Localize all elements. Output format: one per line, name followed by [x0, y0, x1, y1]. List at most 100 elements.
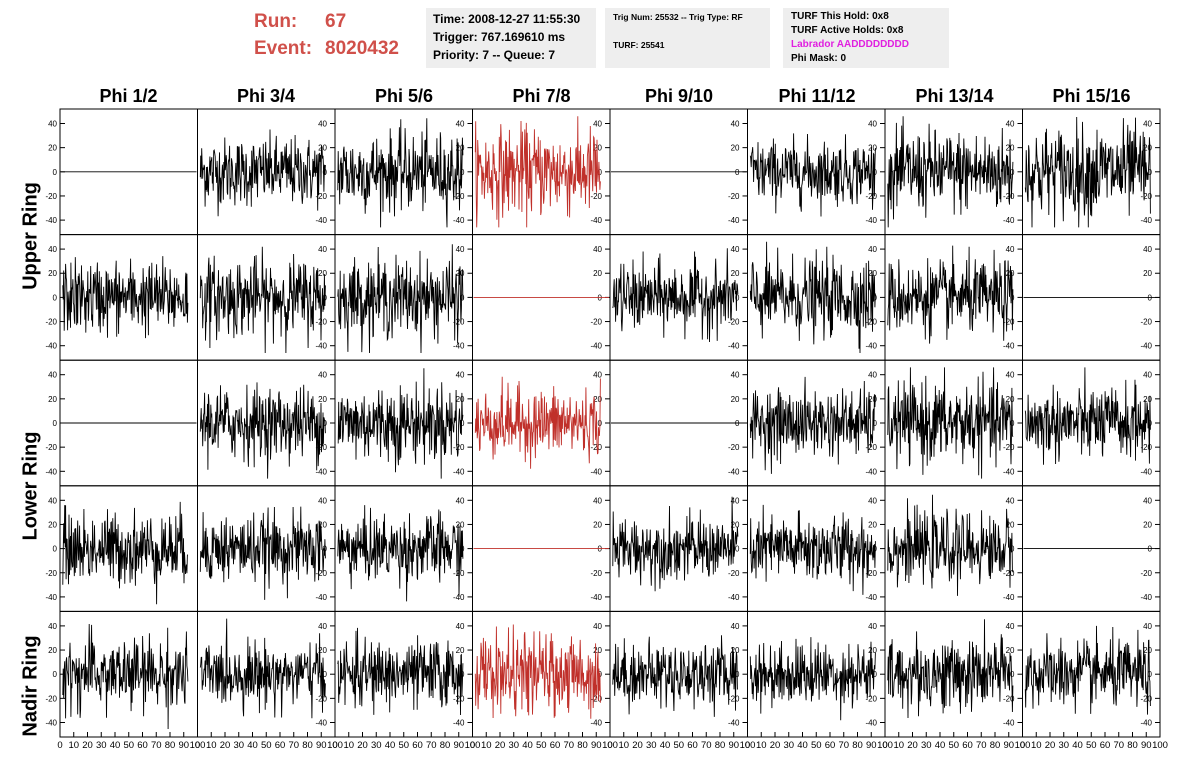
x-tick-label: 90 [728, 740, 739, 751]
y-tick-label: -40 [1003, 216, 1015, 225]
waveform-trace [62, 256, 189, 339]
y-tick-label: 40 [1006, 496, 1015, 505]
y-tick-label: 20 [48, 269, 57, 278]
y-tick-label: 20 [593, 646, 602, 655]
y-tick-label: 0 [460, 168, 465, 177]
y-tick-label: 40 [48, 496, 57, 505]
waveform-trace [749, 133, 876, 217]
x-tick-label: 0 [745, 740, 750, 751]
y-tick-label: 0 [460, 419, 465, 428]
y-tick-label: 40 [1006, 371, 1015, 380]
y-tick-label: 40 [318, 119, 327, 128]
x-tick-label: 100 [190, 740, 206, 751]
x-tick-label: 40 [385, 740, 396, 751]
waveform-trace [749, 637, 876, 721]
waveform-trace [474, 624, 601, 719]
x-tick-label: 60 [1100, 740, 1111, 751]
y-tick-label: 20 [48, 520, 57, 529]
waveform-trace [1024, 116, 1151, 228]
y-tick-label: 0 [1148, 545, 1153, 554]
y-tick-label: 20 [1143, 144, 1152, 153]
y-tick-label: 0 [1148, 293, 1153, 302]
y-tick-label: 40 [731, 245, 740, 254]
waveform-trace [612, 496, 739, 592]
time-info-box: Time: 2008-12-27 11:55:30 Trigger: 767.1… [426, 8, 596, 68]
x-tick-label: 20 [632, 740, 643, 751]
y-tick-label: 20 [868, 520, 877, 529]
x-tick-label: 0 [1020, 740, 1025, 751]
waveform-trace [749, 504, 876, 595]
y-tick-label: 40 [456, 245, 465, 254]
y-tick-label: -40 [590, 719, 602, 728]
x-tick-label: 60 [825, 740, 836, 751]
y-tick-label: -40 [728, 719, 740, 728]
y-tick-label: -40 [590, 593, 602, 602]
waveform-trace [337, 244, 464, 354]
x-tick-label: 30 [233, 740, 244, 751]
y-tick-label: -20 [728, 192, 740, 201]
x-tick-label: 40 [797, 740, 808, 751]
waveform-trace [749, 241, 876, 354]
x-tick-label: 20 [907, 740, 918, 751]
x-tick-label: 60 [275, 740, 286, 751]
x-tick-label: 60 [137, 740, 148, 751]
y-tick-label: 40 [868, 496, 877, 505]
y-tick-label: 20 [318, 144, 327, 153]
y-tick-label: -20 [590, 192, 602, 201]
x-tick-label: 100 [1015, 740, 1031, 751]
y-tick-label: -20 [865, 443, 877, 452]
x-tick-label: 10 [618, 740, 629, 751]
x-tick-label: 80 [165, 740, 176, 751]
x-tick-label: 90 [1141, 740, 1152, 751]
y-tick-label: 20 [731, 269, 740, 278]
y-tick-label: -20 [728, 569, 740, 578]
x-tick-label: 70 [838, 740, 849, 751]
y-tick-label: -40 [1003, 467, 1015, 476]
column-header-phi-5-6: Phi 5/6 [374, 86, 434, 106]
x-tick-label: 40 [935, 740, 946, 751]
y-tick-label: 0 [323, 670, 328, 679]
x-tick-label: 40 [247, 740, 258, 751]
x-tick-label: 10 [756, 740, 767, 751]
y-tick-label: 20 [456, 144, 465, 153]
y-tick-label: 0 [53, 293, 58, 302]
x-tick-label: 80 [1127, 740, 1138, 751]
y-tick-label: -40 [590, 342, 602, 351]
x-tick-label: 100 [1152, 740, 1168, 751]
y-tick-label: 40 [456, 622, 465, 631]
y-tick-label: -40 [45, 342, 57, 351]
x-tick-label: 100 [740, 740, 756, 751]
y-tick-label: -40 [453, 342, 465, 351]
y-tick-label: 0 [1148, 670, 1153, 679]
y-tick-label: -20 [590, 443, 602, 452]
y-tick-label: -40 [45, 216, 57, 225]
y-tick-label: 20 [868, 646, 877, 655]
y-tick-label: 0 [1010, 670, 1015, 679]
y-tick-label: 0 [735, 545, 740, 554]
y-tick-label: -20 [865, 318, 877, 327]
y-tick-label: -40 [1140, 342, 1152, 351]
priority-text: Priority: 7 -- Queue: 7 [433, 48, 556, 62]
x-tick-label: 50 [1086, 740, 1097, 751]
y-tick-label: 20 [731, 144, 740, 153]
x-tick-label: 30 [508, 740, 519, 751]
column-header-phi-1-2: Phi 1/2 [99, 86, 158, 106]
x-tick-label: 70 [151, 740, 162, 751]
y-tick-label: 20 [48, 395, 57, 404]
y-tick-label: 20 [1143, 269, 1152, 278]
y-tick-label: 20 [593, 269, 602, 278]
y-tick-label: -20 [728, 318, 740, 327]
y-tick-label: -40 [865, 719, 877, 728]
y-tick-label: 0 [735, 419, 740, 428]
y-tick-label: -40 [728, 342, 740, 351]
x-tick-label: 0 [195, 740, 200, 751]
x-tick-label: 50 [811, 740, 822, 751]
x-tick-label: 40 [660, 740, 671, 751]
y-tick-label: -20 [865, 569, 877, 578]
x-tick-label: 10 [1031, 740, 1042, 751]
x-tick-label: 30 [646, 740, 657, 751]
x-tick-label: 30 [371, 740, 382, 751]
x-tick-label: 20 [1045, 740, 1056, 751]
x-tick-label: 50 [123, 740, 134, 751]
y-tick-label: 40 [593, 371, 602, 380]
